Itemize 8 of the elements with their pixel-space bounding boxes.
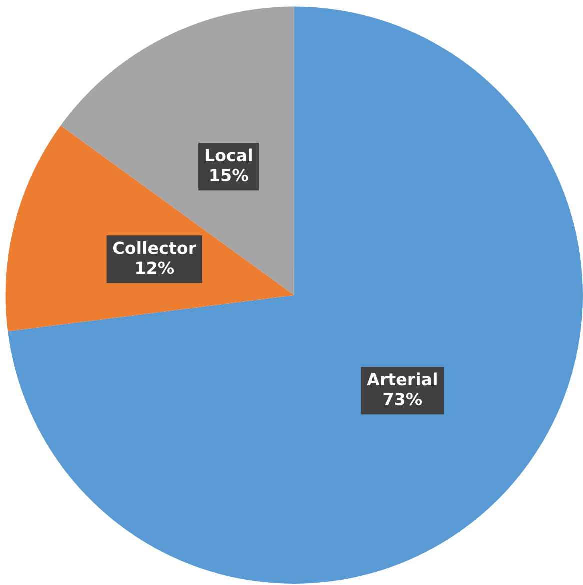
data-label: 73% [384, 393, 422, 406]
slice-label: Arterial [367, 372, 437, 386]
data-label: 15% [210, 169, 248, 182]
pie-slice [8, 6, 583, 584]
data-label: 12% [136, 262, 174, 274]
slice-label: Collector [113, 241, 197, 254]
slice-label: Local [206, 148, 252, 162]
pie-slice [60, 6, 294, 296]
